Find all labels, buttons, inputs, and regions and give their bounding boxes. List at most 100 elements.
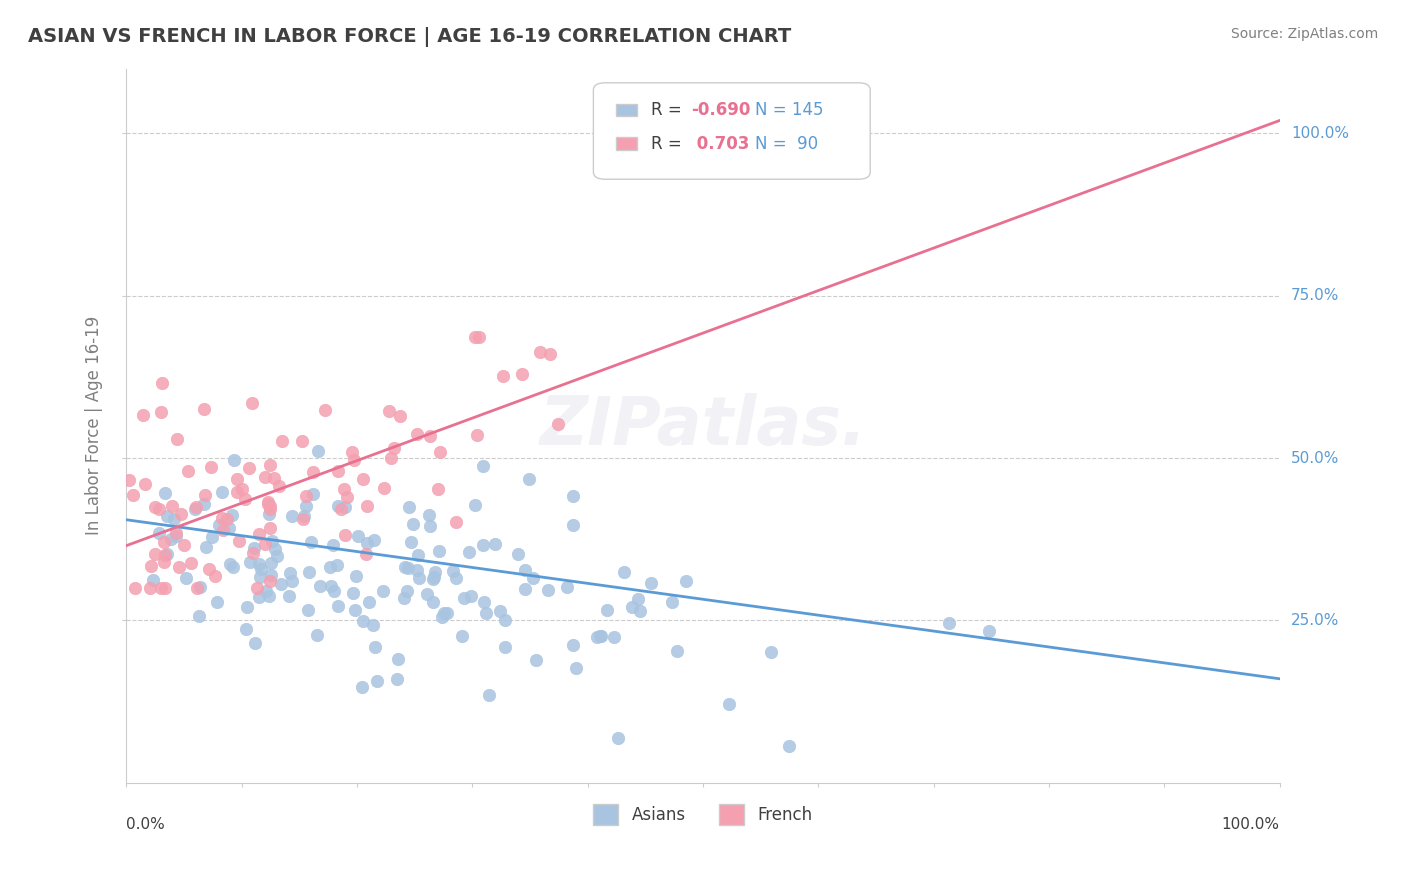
Point [259, 458, 281, 472]
Point [184, 502, 207, 516]
Point [627, 591, 650, 606]
Text: 50.0%: 50.0% [1291, 450, 1339, 466]
Point [529, 345, 551, 359]
Point [364, 640, 387, 654]
FancyBboxPatch shape [616, 103, 637, 116]
Point [333, 482, 356, 496]
Point [124, 581, 146, 595]
Point [344, 603, 367, 617]
Point [474, 594, 496, 608]
Point [118, 473, 141, 487]
Text: N = 145: N = 145 [755, 101, 824, 119]
Point [228, 533, 250, 548]
Point [405, 563, 427, 577]
Point [141, 559, 163, 574]
Point [603, 630, 626, 644]
Point [170, 507, 193, 521]
Point [423, 566, 446, 580]
Point [122, 488, 145, 502]
Point [222, 560, 245, 574]
Point [188, 580, 211, 594]
Point [537, 583, 560, 598]
Point [778, 739, 800, 753]
Point [321, 579, 343, 593]
Point [356, 547, 378, 561]
Point [589, 629, 612, 643]
Point [515, 563, 537, 577]
Point [173, 538, 195, 552]
Point [281, 574, 304, 588]
Point [200, 460, 222, 475]
Point [380, 450, 402, 465]
Point [422, 572, 444, 586]
Point [977, 624, 1000, 639]
Point [419, 519, 441, 533]
Y-axis label: In Labor Force | Age 16-19: In Labor Force | Age 16-19 [86, 316, 103, 535]
Point [352, 680, 374, 694]
Point [260, 556, 283, 570]
Point [759, 644, 782, 658]
Point [250, 562, 273, 576]
Point [356, 536, 378, 550]
Point [436, 606, 458, 620]
Point [160, 500, 183, 514]
Point [510, 367, 533, 381]
Point [307, 443, 329, 458]
Point [305, 628, 328, 642]
Point [142, 574, 165, 588]
Point [253, 537, 276, 551]
Point [301, 465, 323, 479]
Point [384, 441, 406, 455]
Point [153, 581, 176, 595]
Text: R =: R = [651, 101, 688, 119]
Point [249, 570, 271, 584]
Point [555, 580, 578, 594]
Point [666, 644, 689, 658]
Point [160, 532, 183, 546]
Point [547, 417, 569, 431]
Point [245, 636, 267, 650]
Point [143, 547, 166, 561]
Point [387, 672, 409, 686]
Point [318, 560, 340, 574]
Text: N =  90: N = 90 [755, 135, 818, 153]
Point [257, 589, 280, 603]
Text: 0.0%: 0.0% [127, 817, 165, 832]
Point [340, 445, 363, 459]
FancyBboxPatch shape [593, 83, 870, 179]
Point [484, 537, 506, 551]
Point [207, 595, 229, 609]
Point [460, 589, 482, 603]
Point [295, 489, 318, 503]
Point [392, 591, 415, 606]
Point [717, 697, 740, 711]
Point [562, 489, 585, 503]
Point [153, 535, 176, 549]
Point [174, 571, 197, 585]
Point [259, 574, 281, 589]
Point [494, 640, 516, 654]
Point [259, 499, 281, 513]
Point [489, 604, 512, 618]
Point [405, 427, 427, 442]
Point [432, 609, 454, 624]
Point [301, 486, 323, 500]
Text: ASIAN VS FRENCH IN LABOR FORCE | AGE 16-19 CORRELATION CHART: ASIAN VS FRENCH IN LABOR FORCE | AGE 16-… [28, 27, 792, 46]
Point [517, 472, 540, 486]
Point [269, 479, 291, 493]
Point [661, 595, 683, 609]
Point [453, 591, 475, 605]
Point [235, 622, 257, 636]
Point [264, 541, 287, 556]
Point [180, 556, 202, 570]
Point [346, 529, 368, 543]
Point [291, 434, 314, 449]
Point [399, 535, 422, 549]
Point [188, 608, 211, 623]
Point [215, 512, 238, 526]
Point [335, 500, 357, 514]
Point [326, 558, 349, 572]
Point [225, 472, 247, 486]
Point [165, 529, 187, 543]
Point [177, 464, 200, 478]
